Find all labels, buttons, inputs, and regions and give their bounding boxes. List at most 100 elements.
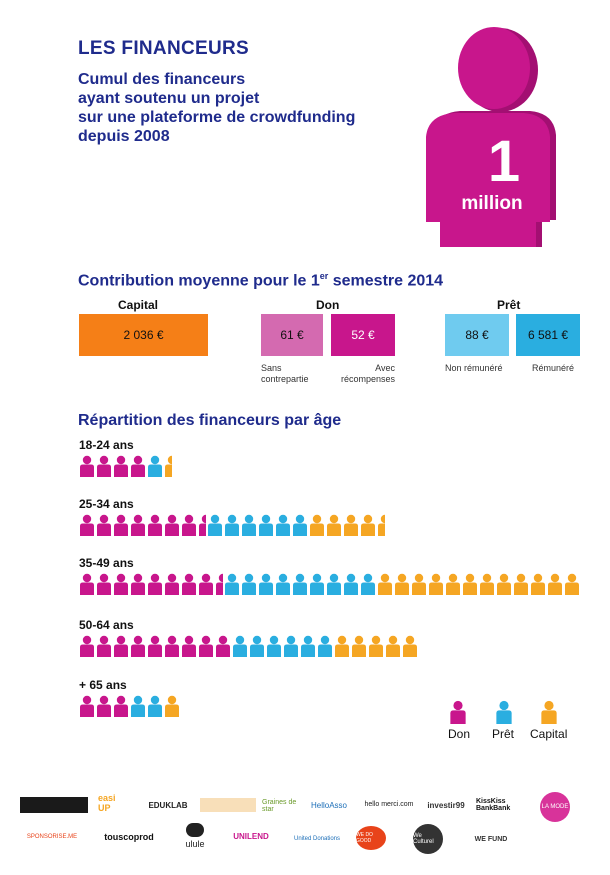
subtitle-line: sur une plateforme de crowdfunding xyxy=(78,109,356,126)
big-person-icon: 1 million xyxy=(426,27,556,247)
age-title: Répartition des financeurs par âge xyxy=(78,412,342,429)
pret-person-icon xyxy=(147,455,163,477)
capital-person-icon xyxy=(564,573,580,595)
age-group-label: 35-49 ans xyxy=(79,556,134,570)
capital-person-icon xyxy=(496,573,512,595)
capital-person-icon xyxy=(368,635,384,657)
pret-person-icon xyxy=(317,635,333,657)
logo-unilend: UNILEND xyxy=(233,831,269,841)
pret-person-icon xyxy=(326,573,342,595)
logo-wedogood: WE DO GOOD xyxy=(356,826,386,850)
capital-label: Capital xyxy=(118,298,159,312)
don-person-icon xyxy=(96,635,112,657)
capital-person-icon xyxy=(334,635,350,657)
pret-person-icon xyxy=(224,514,240,536)
don-person-icon xyxy=(79,573,95,595)
don-avec-note: Avec récompenses xyxy=(340,363,395,384)
don-person-icon xyxy=(79,695,95,717)
pret-person-icon xyxy=(283,635,299,657)
subtitle-line: ayant soutenu un projet xyxy=(78,90,260,107)
don-person-icon xyxy=(130,635,146,657)
don-person-icon xyxy=(215,573,223,595)
pret-person-icon xyxy=(300,635,316,657)
logo-weculturel: We Culturel xyxy=(413,824,443,854)
don-person-icon xyxy=(113,635,129,657)
capital-person-icon xyxy=(326,514,342,536)
capital-person-icon xyxy=(394,573,410,595)
pret-person-icon xyxy=(275,514,291,536)
age-group-label: + 65 ans xyxy=(79,678,127,692)
ulule-icon xyxy=(186,823,204,837)
capital-person-icon xyxy=(351,635,367,657)
pret-person-icon xyxy=(309,573,325,595)
don-person-icon xyxy=(96,514,112,536)
age-group-label: 25-34 ans xyxy=(79,497,134,511)
pret-person-icon xyxy=(232,635,248,657)
pret-person-icon xyxy=(258,514,274,536)
pret-person-icon xyxy=(292,514,308,536)
don-person-icon xyxy=(130,514,146,536)
don-person-icon xyxy=(181,514,197,536)
subtitle-line: Cumul des financeurs xyxy=(78,71,246,88)
logo-hellomerci: hello merci.com xyxy=(364,800,414,808)
don-person-icon xyxy=(147,573,163,595)
age-group-label: 50-64 ans xyxy=(79,618,134,632)
logo-sponsorise: SPONSORISE.ME xyxy=(26,834,78,840)
don-person-icon xyxy=(147,635,163,657)
capital-person-icon xyxy=(445,573,461,595)
subtitle-line: depuis 2008 xyxy=(78,128,170,145)
pret-person-icon xyxy=(360,573,376,595)
logo-1 xyxy=(20,797,88,813)
don-person-icon xyxy=(96,573,112,595)
capital-person-icon xyxy=(547,573,563,595)
capital-person-icon xyxy=(513,573,529,595)
pret-person-icon xyxy=(241,573,257,595)
subtitle: Cumul des financeurs ayant soutenu un pr… xyxy=(78,70,355,146)
don-person-icon xyxy=(198,514,206,536)
contribution-title: Contribution moyenne pour le 1er semestr… xyxy=(78,271,444,290)
capital-person-icon xyxy=(530,573,546,595)
don-person-icon xyxy=(79,514,95,536)
don-avec-box: 52 € xyxy=(331,314,395,356)
capital-person-icon xyxy=(428,573,444,595)
capital-person-icon xyxy=(309,514,325,536)
don-person-icon xyxy=(164,573,180,595)
figure-number: 1 xyxy=(488,129,520,194)
don-person-icon xyxy=(113,573,129,595)
capital-person-icon xyxy=(385,635,401,657)
pret-person-icon xyxy=(224,573,240,595)
pret-person-icon xyxy=(292,573,308,595)
pret-rem-box: 6 581 € xyxy=(516,314,580,356)
pret-person-icon xyxy=(266,635,282,657)
capital-person-icon xyxy=(479,573,495,595)
don-person-icon xyxy=(198,635,214,657)
logo-4 xyxy=(200,798,256,812)
logo-helloasso: HelloAsso xyxy=(310,800,347,810)
pret-person-icon xyxy=(130,695,146,717)
don-person-icon xyxy=(164,514,180,536)
capital-person-icon xyxy=(377,514,385,536)
pret-person-icon xyxy=(147,695,163,717)
logo-wefund: WE FUND xyxy=(474,835,508,843)
capital-value-box: 2 036 € xyxy=(79,314,208,356)
don-person-icon xyxy=(96,455,112,477)
page-title: LES FINANCEURS xyxy=(78,38,249,59)
logo-ulule: ulule xyxy=(185,839,205,849)
legend-capital-icon xyxy=(541,700,557,724)
don-person-icon xyxy=(113,695,129,717)
logo-graines: Graines de star xyxy=(262,799,297,813)
pret-person-icon xyxy=(207,514,223,536)
capital-person-icon xyxy=(164,455,172,477)
don-person-icon xyxy=(113,514,129,536)
don-person-icon xyxy=(113,455,129,477)
pret-non-note: Non rémunéré xyxy=(445,363,503,373)
capital-person-icon xyxy=(462,573,478,595)
legend-capital-label: Capital xyxy=(530,727,568,741)
don-person-icon xyxy=(130,455,146,477)
pret-person-icon xyxy=(249,635,265,657)
legend-don-icon xyxy=(450,700,466,724)
pret-non-box: 88 € xyxy=(445,314,509,356)
pret-label: Prêt xyxy=(497,298,521,312)
pret-person-icon xyxy=(241,514,257,536)
don-person-icon xyxy=(198,573,214,595)
